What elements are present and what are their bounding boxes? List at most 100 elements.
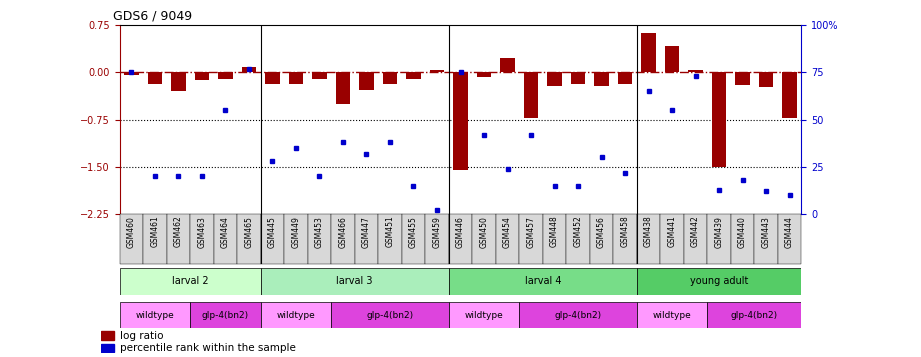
Text: larval 2: larval 2: [172, 276, 208, 286]
Text: GSM456: GSM456: [597, 216, 606, 247]
FancyBboxPatch shape: [613, 214, 636, 264]
Bar: [689, 70, 703, 72]
Bar: [312, 72, 327, 79]
Text: wildtype: wildtype: [276, 311, 315, 320]
FancyBboxPatch shape: [636, 214, 660, 264]
Bar: [500, 59, 515, 72]
Text: GDS6 / 9049: GDS6 / 9049: [113, 9, 192, 22]
Bar: [641, 33, 656, 72]
Bar: [124, 72, 138, 75]
Text: GSM462: GSM462: [174, 216, 183, 247]
FancyBboxPatch shape: [566, 214, 589, 264]
Bar: [242, 67, 256, 72]
FancyBboxPatch shape: [495, 214, 519, 264]
Text: young adult: young adult: [690, 276, 748, 286]
Text: GSM446: GSM446: [456, 216, 465, 247]
Text: wildtype: wildtype: [464, 311, 504, 320]
FancyBboxPatch shape: [636, 268, 801, 295]
FancyBboxPatch shape: [683, 214, 707, 264]
Bar: [618, 72, 632, 84]
FancyBboxPatch shape: [402, 214, 426, 264]
Text: GSM443: GSM443: [762, 216, 771, 247]
FancyBboxPatch shape: [754, 214, 777, 264]
FancyBboxPatch shape: [144, 214, 167, 264]
Text: larval 4: larval 4: [524, 276, 561, 286]
Text: log ratio: log ratio: [120, 331, 163, 341]
Text: GSM444: GSM444: [785, 216, 794, 247]
Bar: [171, 72, 185, 91]
FancyBboxPatch shape: [261, 302, 332, 328]
FancyBboxPatch shape: [449, 214, 472, 264]
FancyBboxPatch shape: [191, 302, 261, 328]
Text: GSM452: GSM452: [574, 216, 582, 247]
Text: GSM441: GSM441: [668, 216, 677, 247]
Bar: [665, 46, 679, 72]
Bar: [759, 72, 773, 87]
FancyBboxPatch shape: [261, 214, 285, 264]
FancyBboxPatch shape: [777, 214, 801, 264]
Text: glp-4(bn2): glp-4(bn2): [367, 311, 414, 320]
Text: glp-4(bn2): glp-4(bn2): [730, 311, 778, 320]
FancyBboxPatch shape: [449, 302, 519, 328]
Text: GSM448: GSM448: [550, 216, 559, 247]
FancyBboxPatch shape: [120, 268, 261, 295]
FancyBboxPatch shape: [519, 302, 636, 328]
FancyBboxPatch shape: [120, 214, 144, 264]
Text: GSM460: GSM460: [127, 216, 136, 247]
FancyBboxPatch shape: [261, 268, 449, 295]
Bar: [265, 72, 280, 84]
Text: GSM464: GSM464: [221, 216, 230, 247]
FancyBboxPatch shape: [636, 302, 707, 328]
Text: wildtype: wildtype: [135, 311, 174, 320]
Bar: [359, 72, 374, 90]
FancyBboxPatch shape: [238, 214, 261, 264]
FancyBboxPatch shape: [519, 214, 542, 264]
Text: GSM455: GSM455: [409, 216, 418, 247]
FancyBboxPatch shape: [426, 214, 449, 264]
Text: larval 3: larval 3: [336, 276, 373, 286]
Text: GSM445: GSM445: [268, 216, 277, 247]
Text: GSM465: GSM465: [244, 216, 253, 247]
FancyBboxPatch shape: [542, 214, 566, 264]
Bar: [783, 72, 797, 118]
Bar: [594, 72, 609, 86]
Bar: [477, 72, 491, 77]
FancyBboxPatch shape: [285, 214, 308, 264]
Bar: [148, 72, 162, 84]
FancyBboxPatch shape: [589, 214, 613, 264]
Bar: [547, 72, 562, 86]
FancyBboxPatch shape: [355, 214, 379, 264]
Text: GSM454: GSM454: [503, 216, 512, 247]
FancyBboxPatch shape: [707, 302, 801, 328]
Text: GSM449: GSM449: [291, 216, 300, 247]
Text: GSM451: GSM451: [386, 216, 394, 247]
FancyBboxPatch shape: [167, 214, 191, 264]
Text: wildtype: wildtype: [653, 311, 692, 320]
Bar: [218, 72, 232, 79]
Bar: [101, 344, 114, 352]
Bar: [289, 72, 303, 84]
Text: GSM450: GSM450: [480, 216, 488, 247]
Text: GSM463: GSM463: [197, 216, 206, 247]
Text: GSM439: GSM439: [715, 216, 724, 247]
Text: GSM459: GSM459: [433, 216, 441, 247]
FancyBboxPatch shape: [449, 268, 636, 295]
Text: percentile rank within the sample: percentile rank within the sample: [120, 343, 296, 353]
Text: GSM457: GSM457: [527, 216, 535, 247]
Bar: [336, 72, 350, 104]
FancyBboxPatch shape: [707, 214, 730, 264]
Bar: [524, 72, 538, 118]
Text: glp-4(bn2): glp-4(bn2): [202, 311, 249, 320]
FancyBboxPatch shape: [308, 214, 332, 264]
FancyBboxPatch shape: [120, 302, 191, 328]
Text: GSM458: GSM458: [621, 216, 630, 247]
Bar: [195, 72, 209, 80]
Text: glp-4(bn2): glp-4(bn2): [554, 311, 601, 320]
FancyBboxPatch shape: [730, 214, 754, 264]
FancyBboxPatch shape: [332, 302, 449, 328]
Text: GSM461: GSM461: [150, 216, 159, 247]
Bar: [383, 72, 397, 84]
Bar: [453, 72, 468, 170]
Bar: [571, 72, 585, 84]
Bar: [406, 72, 421, 79]
